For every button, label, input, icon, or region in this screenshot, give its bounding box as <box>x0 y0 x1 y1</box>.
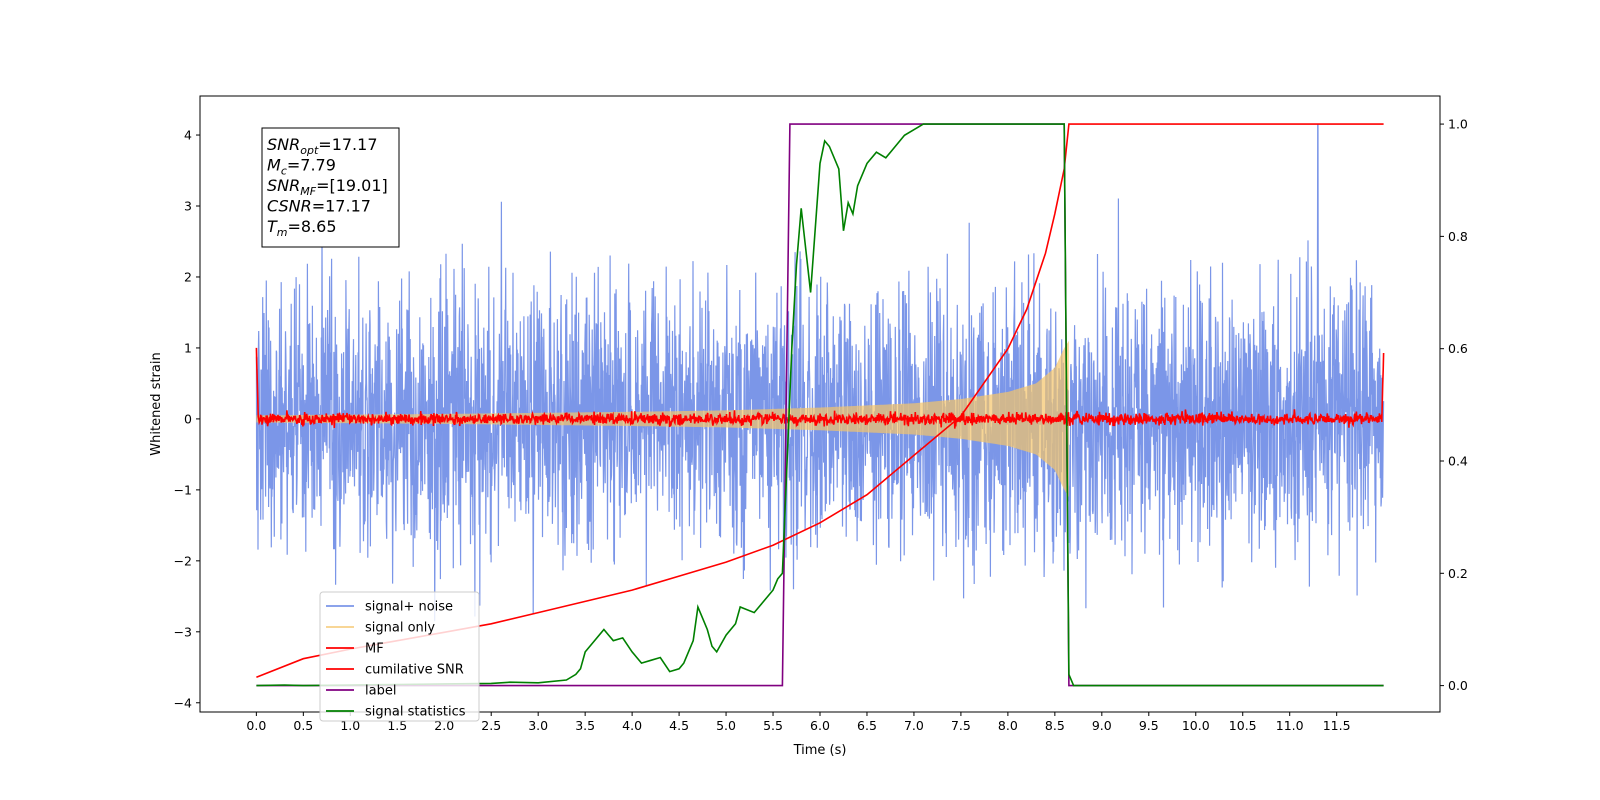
x-tick-label: 2.0 <box>434 718 454 733</box>
y-tick-label: 3 <box>184 199 192 214</box>
x-tick-label: 5.0 <box>716 718 736 733</box>
x-tick-label: 6.0 <box>810 718 830 733</box>
y-tick-label: −3 <box>174 624 192 639</box>
annotation-line: Tm=8.65 <box>267 217 337 239</box>
x-tick-label: 5.5 <box>763 718 783 733</box>
legend-entry: signal statistics <box>365 705 466 720</box>
y-tick-label: −2 <box>174 553 192 568</box>
x-tick-label: 7.5 <box>951 718 971 733</box>
legend-entry: label <box>365 684 396 699</box>
annotation-line: CSNR=17.17 <box>267 197 371 216</box>
x-tick-label: 9.5 <box>1139 718 1159 733</box>
series-signal-statistics <box>256 123 1384 687</box>
series-signal-noise <box>255 123 1385 622</box>
legend-entry: cumilative SNR <box>365 663 464 678</box>
y2-tick-label: 0.4 <box>1448 453 1468 468</box>
legend-frame <box>319 591 480 722</box>
x-tick-label: 8.0 <box>998 718 1018 733</box>
x-tick-label: 3.5 <box>575 718 595 733</box>
y-tick-label: 0 <box>184 411 192 426</box>
y-axis-right: 0.0 0.2 0.4 0.6 0.8 1.0 <box>1440 117 1468 693</box>
x-tick-label: 10.0 <box>1182 718 1210 733</box>
legend-entry: MF <box>365 642 384 657</box>
x-tick-label: 4.0 <box>622 718 642 733</box>
x-tick-label: 0.0 <box>246 718 266 733</box>
x-axis-label: Time (s) <box>793 743 847 758</box>
x-tick-label: 1.5 <box>387 718 407 733</box>
x-tick-label: 11.0 <box>1276 718 1304 733</box>
x-tick-label: 0.5 <box>293 718 313 733</box>
x-tick-label: 6.5 <box>857 718 877 733</box>
y-tick-label: −4 <box>174 695 192 710</box>
y-axis-label: Whitened strain <box>149 352 164 455</box>
y2-tick-label: 1.0 <box>1448 117 1468 132</box>
x-tick-label: 11.5 <box>1323 718 1351 733</box>
x-tick-label: 8.5 <box>1045 718 1065 733</box>
annotation-frame <box>261 127 400 248</box>
series-mf <box>255 347 1385 429</box>
legend-entry: signal+ noise <box>365 600 453 615</box>
annotation-line: Mc=7.79 <box>267 156 336 178</box>
x-tick-label: 2.5 <box>481 718 501 733</box>
annotation-line: SNRMF=[19.01] <box>267 176 388 198</box>
x-tick-label: 10.5 <box>1229 718 1257 733</box>
y-tick-label: −1 <box>174 482 192 497</box>
annotation-line: SNRopt=17.17 <box>267 135 378 157</box>
y2-tick-label: 0.2 <box>1448 566 1468 581</box>
x-tick-label: 3.0 <box>528 718 548 733</box>
annotation-box: SNRopt=17.17Mc=7.79SNRMF=[19.01]CSNR=17.… <box>261 127 400 248</box>
x-axis: 0.0 0.5 1.0 1.5 2.0 2.5 3.0 3.5 4.0 4.5 5.0 5.5 6.0 6… <box>246 712 1351 733</box>
y-tick-label: 4 <box>184 128 192 143</box>
legend: signal+ noise signal only MF cumilative SNR… <box>319 591 480 722</box>
y2-tick-label: 0.8 <box>1448 229 1468 244</box>
y2-tick-label: 0.6 <box>1448 341 1468 356</box>
y-axis-left: −4 −3 −2 −1 0 1 2 3 4 <box>174 128 200 710</box>
x-tick-label: 1.0 <box>340 718 360 733</box>
x-tick-label: 7.0 <box>904 718 924 733</box>
y-tick-label: 1 <box>184 340 192 355</box>
x-tick-label: 4.5 <box>669 718 689 733</box>
y-tick-label: 2 <box>184 269 192 284</box>
y2-tick-label: 0.0 <box>1448 678 1468 693</box>
legend-entry: signal only <box>365 621 435 636</box>
x-tick-label: 9.0 <box>1092 718 1112 733</box>
